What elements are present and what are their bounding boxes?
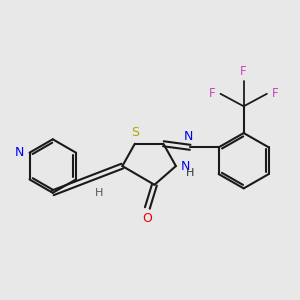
Text: N: N xyxy=(184,130,193,143)
Text: H: H xyxy=(95,188,103,198)
Text: N: N xyxy=(15,146,24,159)
Text: F: F xyxy=(272,87,279,100)
Text: N: N xyxy=(180,160,190,172)
Text: S: S xyxy=(131,126,139,139)
Text: F: F xyxy=(240,65,247,78)
Text: F: F xyxy=(208,87,215,100)
Text: O: O xyxy=(142,212,152,226)
Text: H: H xyxy=(186,168,194,178)
